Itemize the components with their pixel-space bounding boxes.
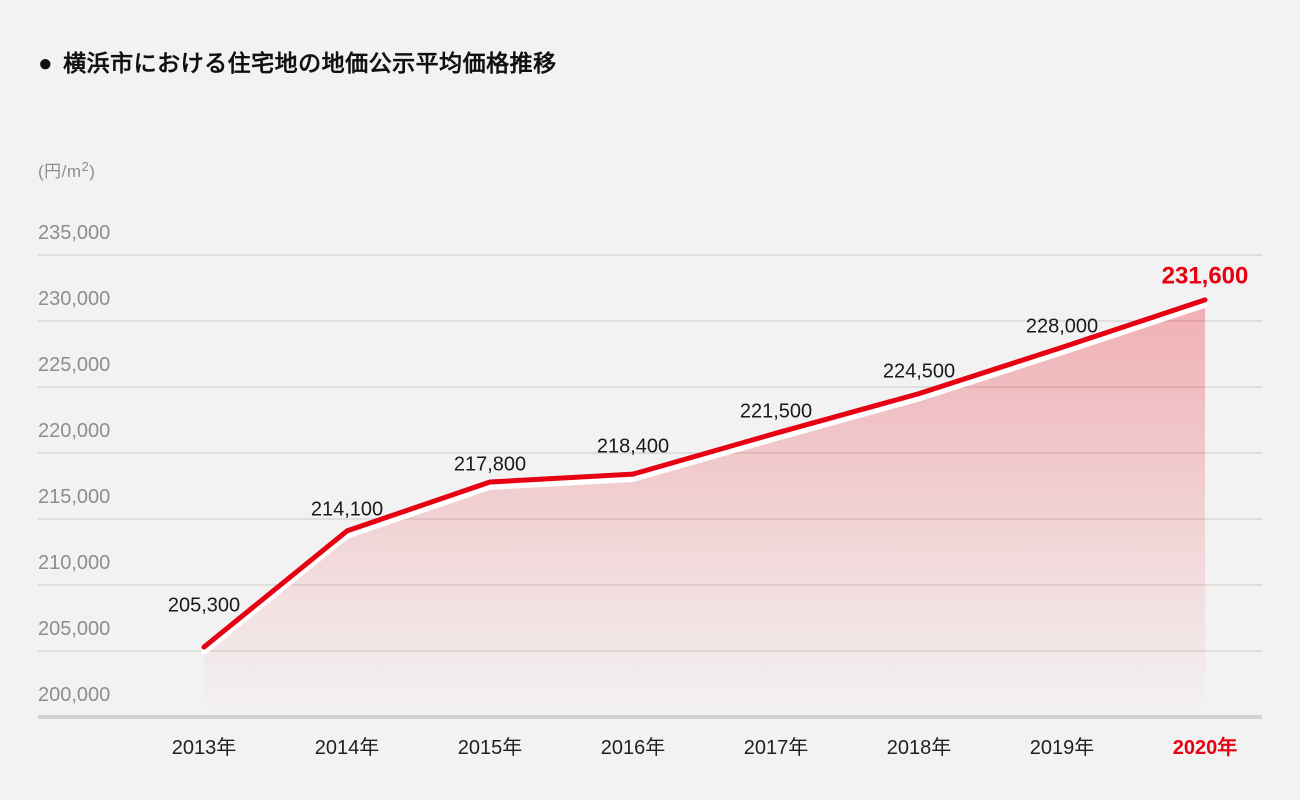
data-label: 205,300 bbox=[167, 594, 241, 617]
y-axis-label: 210,000 bbox=[38, 552, 111, 574]
y-axis-label: 200,000 bbox=[38, 684, 111, 706]
data-label: 224,500 bbox=[882, 360, 956, 383]
area-fill bbox=[204, 307, 1205, 717]
x-axis-label: 2017年 bbox=[743, 737, 809, 759]
data-label: 218,400 bbox=[596, 435, 670, 458]
data-label: 217,800 bbox=[453, 453, 527, 476]
price-line bbox=[201, 297, 1208, 650]
x-axis-label: 2016年 bbox=[600, 737, 666, 759]
line-white-underlay bbox=[201, 302, 1208, 655]
page-title: ● 横浜市における住宅地の地価公示平均価格推移 bbox=[38, 44, 557, 78]
data-label: 214,100 bbox=[310, 498, 384, 521]
x-axis-label: 2014年 bbox=[314, 737, 380, 759]
unit-superscript: 2 bbox=[81, 159, 90, 174]
title-bullet-icon: ● bbox=[38, 50, 54, 77]
y-axis-label: 230,000 bbox=[38, 288, 111, 310]
x-axis-label: 2018年 bbox=[886, 737, 952, 759]
y-axis-label: 220,000 bbox=[38, 420, 111, 442]
x-axis-label: 2015年 bbox=[457, 737, 523, 759]
page-title-text: 横浜市における住宅地の地価公示平均価格推移 bbox=[63, 50, 557, 76]
x-axis-label: 2019年 bbox=[1029, 737, 1095, 759]
unit-prefix: (円/m bbox=[38, 162, 82, 181]
data-label: 228,000 bbox=[1025, 315, 1099, 338]
data-label: 221,500 bbox=[739, 400, 813, 423]
data-label-highlighted: 231,600 bbox=[1161, 262, 1249, 290]
x-axis-label: 2013年 bbox=[171, 737, 237, 759]
y-axis-label: 205,000 bbox=[38, 618, 111, 640]
y-axis-label: 235,000 bbox=[38, 222, 111, 244]
unit-suffix: ) bbox=[89, 162, 96, 181]
y-axis-label: 215,000 bbox=[38, 486, 111, 508]
y-axis-unit-label: (円/m2) bbox=[38, 157, 95, 182]
y-axis-label: 225,000 bbox=[38, 354, 111, 376]
x-axis-label-highlighted: 2020年 bbox=[1172, 737, 1238, 759]
